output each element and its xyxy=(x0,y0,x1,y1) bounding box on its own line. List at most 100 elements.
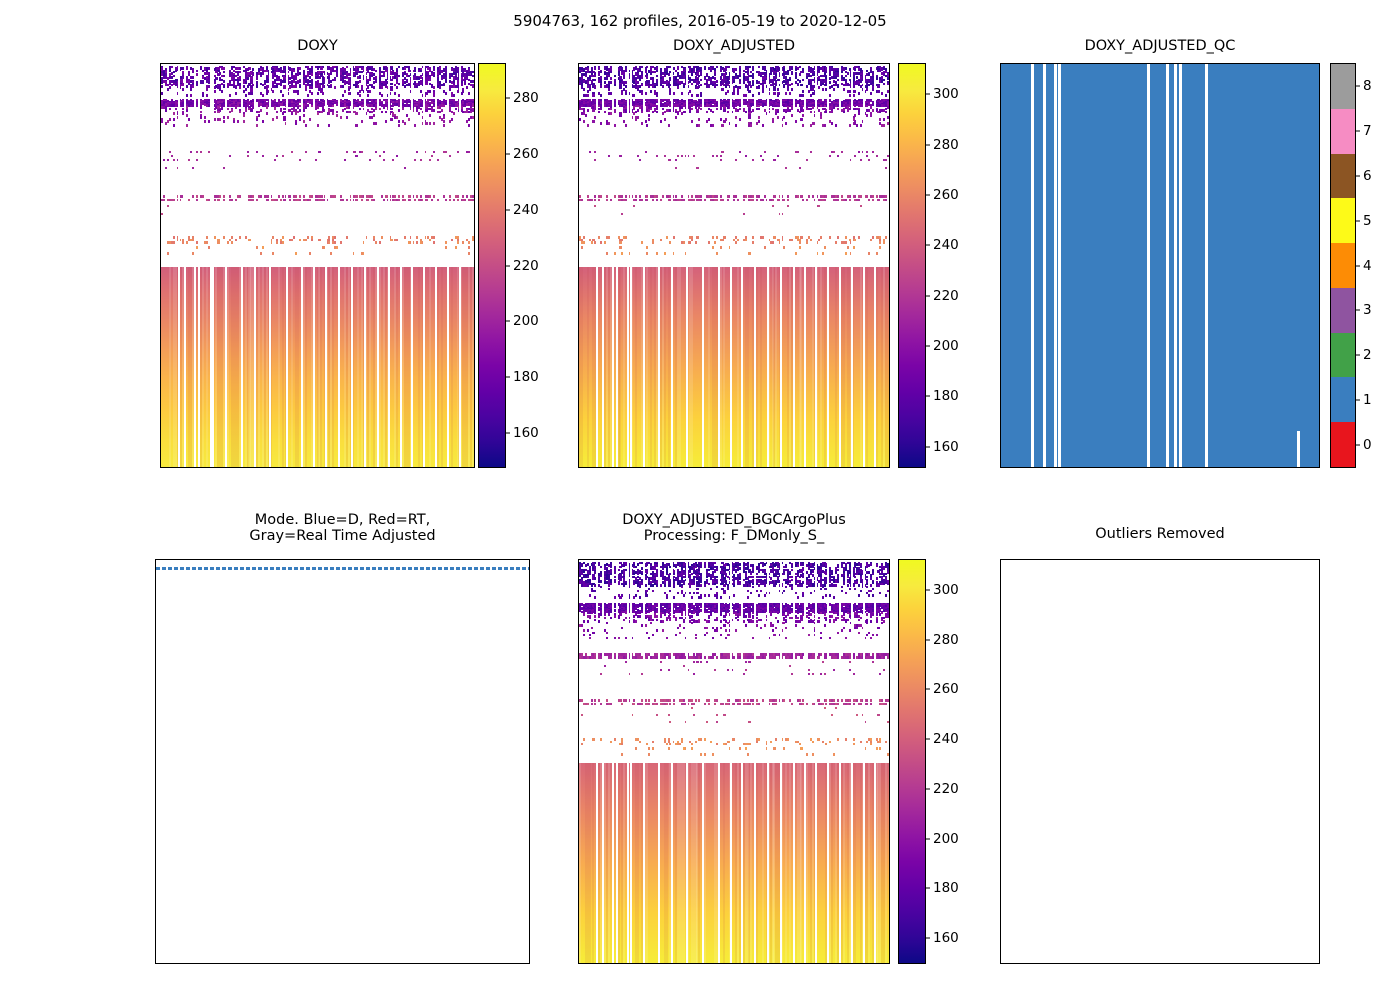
missing-profile-gap xyxy=(741,64,744,467)
heatmap-column-noise xyxy=(579,266,889,467)
missing-profile-gap xyxy=(388,64,391,467)
doxy-ytick-0: 0 xyxy=(160,63,161,72)
out-ytick-1250: 1250 xyxy=(1000,804,1001,820)
missing-profile-gap xyxy=(209,64,212,467)
missing-profile-gap xyxy=(1042,64,1046,467)
heatmap-column-noise xyxy=(579,762,889,963)
doxyadj-ytick-500: 500 xyxy=(578,157,579,173)
axes-doxy-adjusted[interactable]: 0 250 500 750 1000 1250 1500 1750 2000 2017 2018 20… xyxy=(578,63,890,468)
colorbar-doxy[interactable]: 160 180 200 220 240 260 280 xyxy=(478,63,539,468)
qc-ytick-1250: 1250 xyxy=(1000,308,1001,324)
qc-xtick-2019: 2019 xyxy=(1167,467,1201,468)
colorbar-bgcargoplus-tick-280: 280 xyxy=(925,632,959,648)
missing-profile-gap xyxy=(350,64,353,467)
bgc-ytick-1500: 1500 xyxy=(578,854,579,870)
qc-colorbar-band-4 xyxy=(1331,243,1355,288)
missing-profile-gap xyxy=(324,64,327,467)
missing-profile-gap xyxy=(729,64,732,467)
panel-outliers-title-wrap: Outliers Removed xyxy=(1000,526,1320,550)
colorbar-doxy-adjusted-qc[interactable]: 0 1 2 3 4 5 6 7 8 xyxy=(1330,63,1372,468)
colorbar-doxy-tick-160: 160 xyxy=(505,425,539,441)
qc-flag-field xyxy=(1001,64,1319,467)
missing-profile-gap xyxy=(741,560,744,963)
missing-profile-gap xyxy=(702,64,705,467)
axes-bgcargoplus[interactable]: 0 250 500 750 1000 1250 1500 1750 2000 2017 2018 20… xyxy=(578,559,890,964)
colorbar-qc-tick-0: 0 xyxy=(1355,437,1372,453)
colorbar-bgcargoplus-tick-160: 160 xyxy=(925,930,959,946)
missing-profile-gap xyxy=(376,64,379,467)
colorbar-qc-tick-6: 6 xyxy=(1355,168,1372,184)
qc-ytick-500: 500 xyxy=(1000,157,1001,173)
missing-profile-gap xyxy=(627,64,630,467)
colorbar-bgcargoplus[interactable]: 160 180 200 220 240 260 280 300 xyxy=(898,559,959,964)
out-ytick-2000: 2000 xyxy=(1000,955,1001,964)
missing-profile-gap xyxy=(838,560,841,963)
out-ytick-1000: 1000 xyxy=(1000,754,1001,770)
mode-ytick-2: Real Time xyxy=(155,947,156,963)
colorbar-qc-tick-3: 3 xyxy=(1355,302,1372,318)
qc-ytick-1000: 1000 xyxy=(1000,258,1001,274)
out-xtick-2017: 2017 xyxy=(1027,963,1061,964)
colorbar-doxy-tick-200: 200 xyxy=(505,313,539,329)
colorbar-doxy-tick-260: 260 xyxy=(505,146,539,162)
bgc-xtick-2017: 2017 xyxy=(604,963,638,964)
missing-profile-gap xyxy=(642,64,645,467)
doxy-ytick-250: 250 xyxy=(160,106,161,122)
axes-mode[interactable]: Delayed ModeReal Time AdjustedReal Time2… xyxy=(155,559,530,964)
missing-profile-gap xyxy=(615,64,618,467)
colorbar-doxy-adjusted-tick-200: 200 xyxy=(925,338,959,354)
doxy-ytick-1500: 1500 xyxy=(160,358,161,374)
doxy-ytick-1750: 1750 xyxy=(160,409,161,425)
mode-ytick-1: Real Time Adjusted xyxy=(155,754,156,770)
bgc-ytick-2000: 2000 xyxy=(578,955,579,964)
qc-colorbar-band-7 xyxy=(1331,108,1355,154)
missing-profile-gap xyxy=(717,64,720,467)
axes-doxy-adjusted-qc[interactable]: 0 250 500 750 1000 1250 1500 1750 2000 2017 2018 20… xyxy=(1000,63,1320,468)
qc-colorbar-band-2 xyxy=(1331,332,1355,378)
bgc-xtick-2019: 2019 xyxy=(740,963,774,964)
qc-colorbar-band-5 xyxy=(1331,198,1355,244)
missing-profile-gap xyxy=(792,64,795,467)
panel-doxy-adjusted-title: DOXY_ADJUSTED xyxy=(578,38,890,54)
qc-ytick-1750: 1750 xyxy=(1000,409,1001,425)
qc-xtick-2017: 2017 xyxy=(1027,467,1061,468)
doxy-xtick-2020: 2020 xyxy=(393,467,427,468)
colorbar-doxy-adjusted[interactable]: 160 180 200 220 240 260 280 300 xyxy=(898,63,959,468)
missing-profile-gap xyxy=(602,560,605,963)
missing-profile-gap xyxy=(838,64,841,467)
out-ytick-1500: 1500 xyxy=(1000,854,1001,870)
missing-profile-gap xyxy=(253,64,256,467)
colorbar-doxy-tick-240: 240 xyxy=(505,202,539,218)
colorbar-bgcargoplus-tick-240: 240 xyxy=(925,731,959,747)
doxy-xtick-2018: 2018 xyxy=(255,467,289,468)
mode-xtick-2017: 2017 xyxy=(190,963,224,964)
axes-doxy[interactable]: 0 250 500 750 1000 1250 1500 1750 2000 2017 2018 20… xyxy=(160,63,475,468)
mode-xtick-2018: 2018 xyxy=(272,963,306,964)
colorbar-doxy-tick-280: 280 xyxy=(505,90,539,106)
missing-profile-gap xyxy=(240,64,243,467)
missing-profile-gap xyxy=(629,64,632,467)
missing-profile-gap xyxy=(657,64,660,467)
doxyadj-ytick-2000: 2000 xyxy=(578,459,579,468)
missing-profile-gap xyxy=(862,560,865,963)
missing-profile-gap xyxy=(766,64,769,467)
doxyadj-ytick-0: 0 xyxy=(578,63,579,72)
out-ytick-1750: 1750 xyxy=(1000,905,1001,921)
missing-profile-gap xyxy=(815,560,818,963)
missing-profile-gap xyxy=(197,64,200,467)
missing-profile-gap xyxy=(685,64,688,467)
missing-profile-gap xyxy=(615,560,618,963)
bgc-ytick-250: 250 xyxy=(578,602,579,618)
qc-colorbar-band-3 xyxy=(1331,287,1355,333)
figure-suptitle: 5904763, 162 profiles, 2016-05-19 to 202… xyxy=(0,12,1400,30)
missing-profile-gap-partial xyxy=(1296,430,1300,467)
qc-ytick-750: 750 xyxy=(1000,207,1001,223)
missing-profile-gap xyxy=(1166,64,1170,467)
missing-profile-gap xyxy=(184,64,187,467)
doxyadj-ytick-250: 250 xyxy=(578,106,579,122)
missing-profile-gap xyxy=(815,64,818,467)
missing-profile-gap xyxy=(611,64,614,467)
colorbar-bgcargoplus-tick-180: 180 xyxy=(925,880,959,896)
missing-profile-gap xyxy=(300,64,303,467)
axes-outliers-removed[interactable]: 0 250 500 750 1000 1250 1500 1750 2000 2017 2018 20… xyxy=(1000,559,1320,964)
